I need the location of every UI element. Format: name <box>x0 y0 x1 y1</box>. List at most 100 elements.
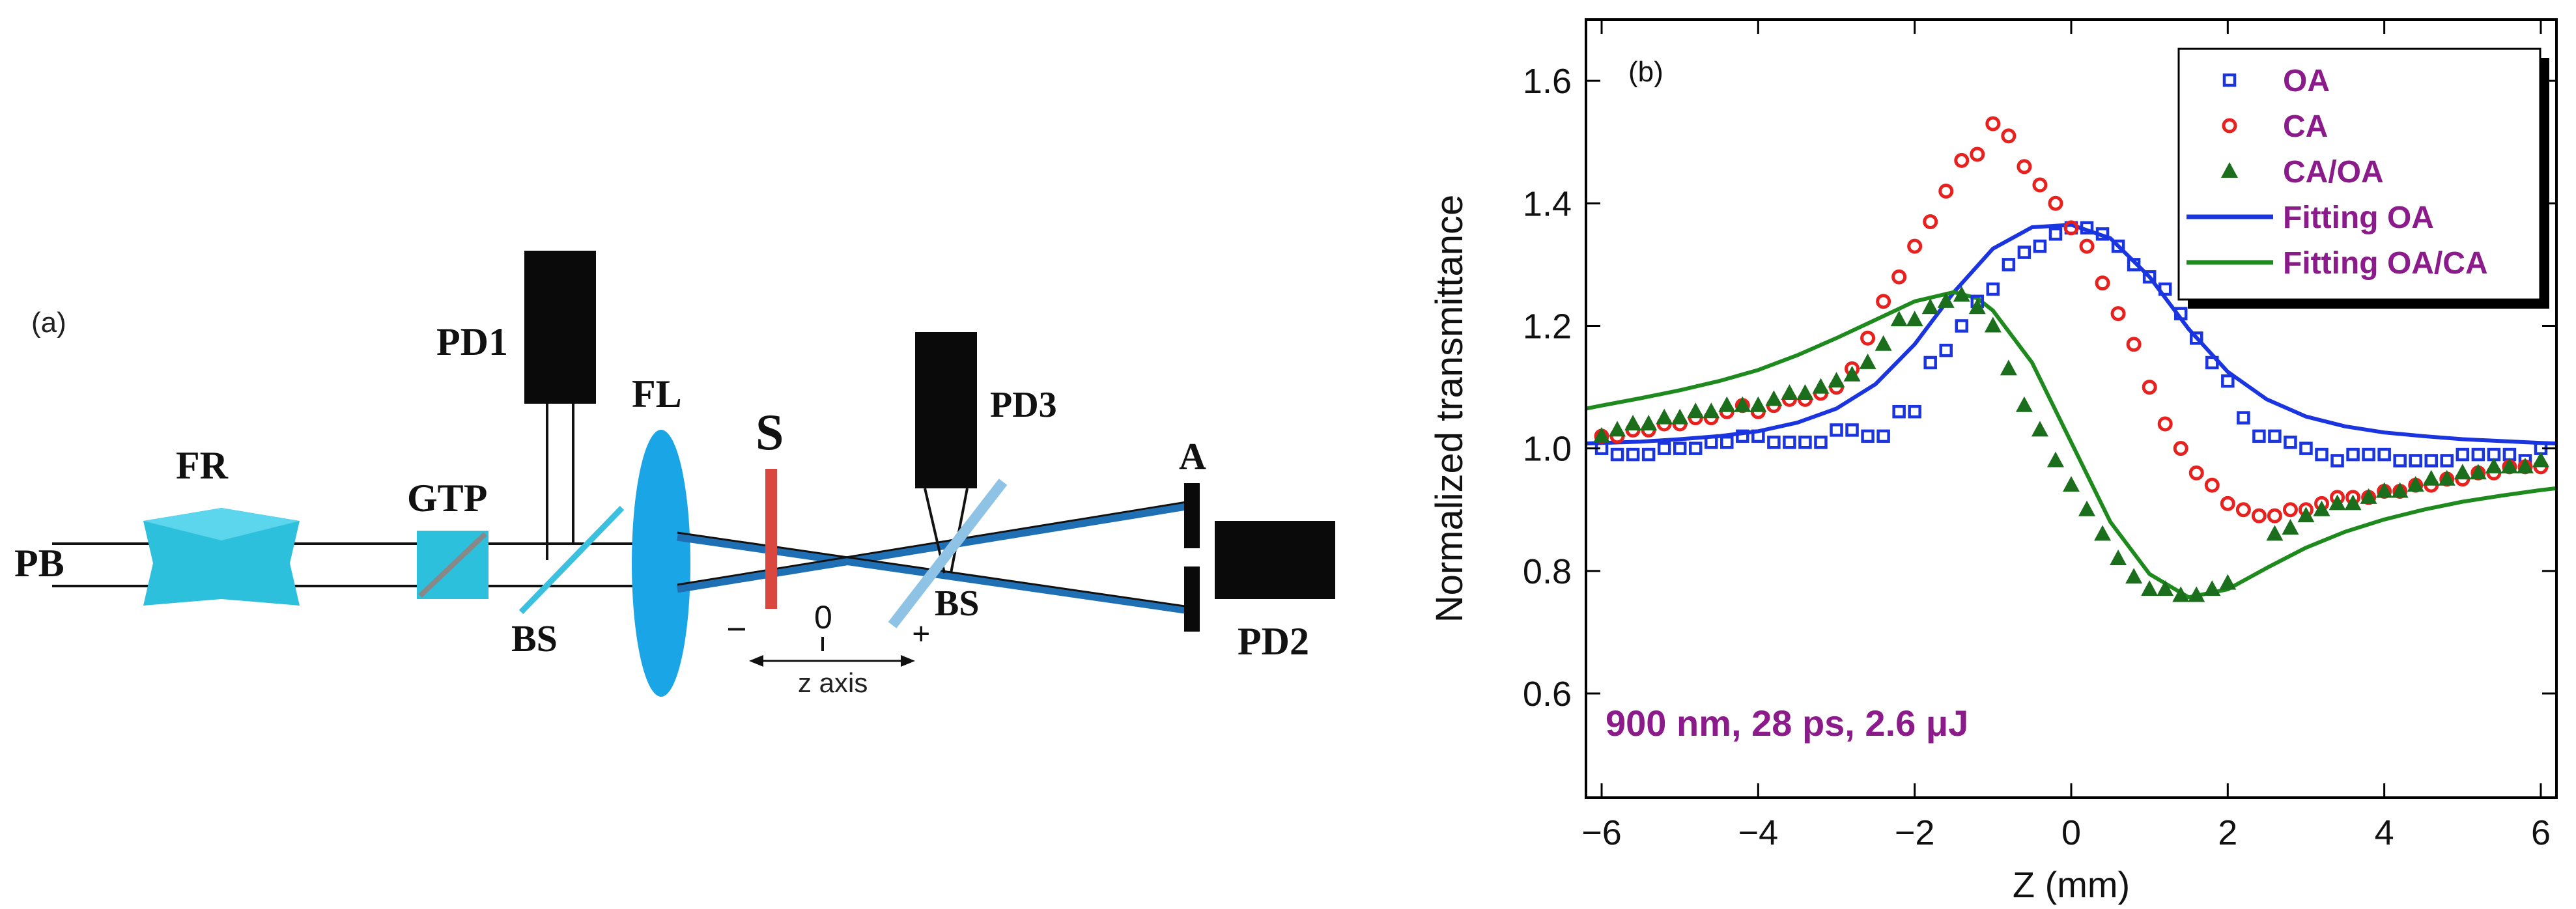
data-point <box>2204 477 2220 493</box>
data-point <box>1656 408 1673 425</box>
label-aperture: A <box>1179 435 1206 477</box>
panel-a-label: (a) <box>31 307 66 339</box>
data-point <box>2219 574 2237 590</box>
data-point <box>1985 116 2001 132</box>
data-point <box>1908 404 1921 419</box>
data-point <box>2157 580 2174 596</box>
data-point <box>2362 447 2375 462</box>
focusing-lens <box>632 430 690 697</box>
data-point <box>2080 221 2094 235</box>
data-point <box>2000 359 2017 376</box>
legend-entry: Fitting OA/CA <box>2187 246 2488 281</box>
data-point <box>2328 494 2346 510</box>
y-tick-label: 1.2 <box>1523 307 1572 346</box>
legend-label: Fitting OA/CA <box>2283 246 2488 281</box>
label-bs2: BS <box>935 583 980 624</box>
data-point <box>1783 436 1796 449</box>
beam-splitter-1 <box>518 505 625 615</box>
beam-splitter-2 <box>888 479 1008 628</box>
data-point <box>2377 447 2391 462</box>
data-point <box>2297 507 2315 523</box>
x-tick-label: −6 <box>1581 813 1622 852</box>
data-point <box>1845 423 1859 437</box>
legend: OA CA CA/OA Fitting OA Fitting OA/CA <box>2177 48 2549 309</box>
legend-label: CA <box>2283 109 2328 144</box>
data-point <box>2407 476 2424 492</box>
data-point <box>2485 457 2502 473</box>
data-point <box>2313 500 2330 516</box>
data-point <box>1610 447 1624 462</box>
data-point <box>2126 337 2142 352</box>
panel-b-label: (b) <box>1628 56 1663 88</box>
data-point <box>2095 275 2110 291</box>
data-point <box>2299 441 2313 455</box>
sample <box>765 469 777 609</box>
data-point <box>1923 214 1938 230</box>
legend-label: Fitting OA <box>2283 201 2434 235</box>
data-point <box>2188 586 2205 602</box>
data-point <box>2268 429 2282 443</box>
data-point <box>1939 343 1953 357</box>
z-axis-arrow-right <box>901 655 915 667</box>
data-point <box>1657 441 1671 455</box>
data-point <box>1798 436 1812 449</box>
data-point <box>2017 159 2032 175</box>
x-tick-label: −4 <box>1738 813 1779 852</box>
data-point <box>1861 429 1875 443</box>
y-axis-label: Normalized transmittance <box>1428 195 1471 623</box>
data-point <box>1593 427 1611 443</box>
data-point <box>2438 469 2456 486</box>
data-point <box>2500 457 2518 473</box>
legend-marker-swatch <box>2222 73 2237 87</box>
series-layer <box>1586 116 2556 602</box>
z-axis-plus: + <box>912 615 931 652</box>
data-point <box>1830 423 1843 437</box>
data-point <box>2110 306 2126 322</box>
y-tick-label: 1.6 <box>1523 62 1572 101</box>
data-point <box>1860 330 1876 346</box>
data-point <box>2532 451 2549 468</box>
data-point <box>1814 436 1828 449</box>
label-bs1: BS <box>511 617 558 660</box>
plot-content <box>1586 116 2556 602</box>
data-point <box>2031 421 2048 437</box>
data-point <box>2424 454 2438 468</box>
data-point <box>2157 416 2173 432</box>
data-point <box>2284 436 2297 449</box>
series-oa <box>1594 221 2548 468</box>
aperture-lower <box>1184 566 1200 632</box>
z-axis-minus: − <box>726 609 747 650</box>
data-point <box>1876 429 1890 443</box>
data-point <box>2391 482 2409 498</box>
legend-entries: OA CA CA/OA Fitting OA Fitting OA/CA <box>2187 64 2488 281</box>
legend-label: OA <box>2283 64 2330 98</box>
legend-marker-swatch <box>2221 162 2238 178</box>
aperture-upper <box>1184 483 1200 548</box>
data-point <box>2063 220 2079 236</box>
data-point <box>2172 586 2190 602</box>
data-point <box>2158 282 2172 296</box>
data-point <box>1688 441 1703 455</box>
data-point <box>2282 518 2299 535</box>
data-point <box>1859 353 1876 369</box>
legend-box <box>2177 48 2541 301</box>
label-pd3: PD3 <box>990 385 1057 425</box>
legend-entry: CA/OA <box>2221 155 2384 189</box>
axis-ticks: −6 −4 −2 0 2 4 6 0.6 0.8 1.0 1.2 1.4 1.6 <box>1523 20 2556 852</box>
x-tick-label: 2 <box>2218 813 2237 852</box>
data-point <box>2094 525 2112 541</box>
data-point <box>1749 396 1767 412</box>
data-point <box>1892 404 1906 419</box>
data-point <box>1876 294 1891 309</box>
data-point <box>2360 488 2377 504</box>
data-point <box>2142 380 2157 395</box>
x-tick-label: 0 <box>2061 813 2081 852</box>
data-point <box>1906 311 1923 327</box>
data-point <box>2205 356 2219 370</box>
data-point <box>2127 258 2141 272</box>
label-sample: S <box>756 404 784 460</box>
data-point <box>1955 319 1969 333</box>
data-point <box>1796 384 1814 400</box>
data-point <box>2266 525 2284 541</box>
